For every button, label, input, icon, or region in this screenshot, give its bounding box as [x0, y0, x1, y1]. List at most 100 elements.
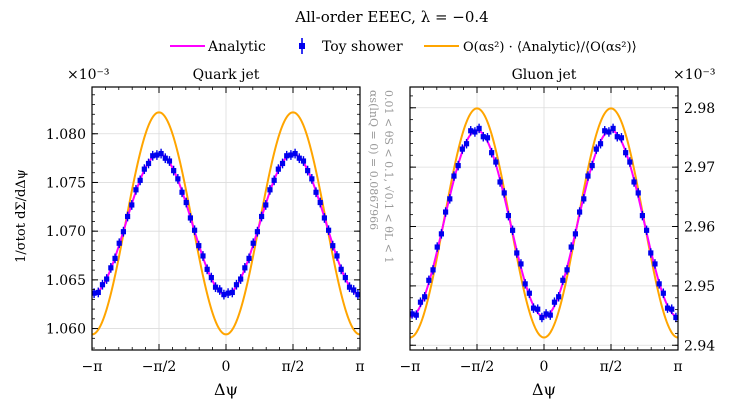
x-tick-label: −π: [400, 359, 421, 375]
quark-jet-panel: Quark jet ×10⁻³ −π −π/2 0 π/2 π Δψ 1.060 1.065 1.0…: [46, 67, 365, 399]
x-tick-label: π: [673, 359, 682, 375]
shower-point: [539, 314, 545, 321]
shower-point: [300, 158, 307, 164]
y-tick-label: 1.060: [46, 322, 86, 338]
plot-area: [92, 111, 360, 336]
shower-point: [489, 150, 495, 156]
shower-point: [451, 173, 457, 179]
shower-point: [476, 125, 482, 132]
shower-point: [229, 289, 235, 296]
y-tick-label: 1.070: [46, 224, 86, 240]
shower-point: [484, 135, 491, 141]
shower-point: [116, 240, 122, 246]
shower-point: [564, 267, 570, 273]
shower-point: [652, 261, 658, 267]
shower-point: [242, 265, 248, 271]
y-tick-label: 2.98: [684, 101, 715, 117]
shower-point: [342, 274, 348, 281]
shower-point: [187, 215, 194, 221]
legend-analytic-label: Analytic: [207, 39, 266, 55]
side-note-angles: 0.01 < θS < 0.1, √0.1 < θL < 1: [382, 90, 395, 263]
shower-point: [129, 202, 135, 208]
shower-point: [535, 306, 541, 312]
shower-point: [325, 227, 332, 233]
shower-point: [509, 227, 516, 233]
shower-point: [438, 231, 445, 237]
shower-point: [296, 155, 302, 161]
shower-point: [258, 213, 265, 220]
shower-point: [459, 146, 465, 152]
shower-point: [271, 177, 277, 183]
shower-point: [643, 227, 650, 233]
shower-point: [664, 305, 671, 311]
shower-point: [108, 265, 114, 271]
shower-point: [581, 196, 587, 202]
shower-point: [196, 243, 202, 249]
shower-point: [217, 287, 223, 293]
fixed-order-curve: [92, 111, 360, 336]
shower-point: [284, 153, 290, 159]
shower-point: [267, 187, 273, 193]
shower-point: [472, 129, 478, 135]
shower-point: [463, 141, 470, 147]
shower-point: [254, 229, 261, 235]
shower-point: [179, 189, 185, 195]
shower-point: [417, 299, 424, 305]
shower-point: [99, 282, 106, 288]
y-scale-label: ×10⁻³: [673, 67, 716, 83]
shower-point: [480, 134, 486, 140]
shower-point: [133, 187, 139, 193]
shower-point: [551, 299, 558, 305]
shower-point: [597, 141, 604, 147]
x-tick-label: 0: [222, 359, 231, 375]
shower-point: [522, 281, 528, 287]
shower-point: [162, 155, 168, 161]
shower-point: [95, 289, 101, 296]
y-scale-label: ×10⁻³: [67, 67, 110, 83]
shower-point: [171, 168, 177, 174]
shower-point: [434, 244, 440, 250]
shower-point: [305, 168, 311, 174]
x-tick-label: π/2: [600, 359, 623, 375]
x-tick-label: π: [355, 359, 364, 375]
shower-point: [656, 281, 662, 287]
shower-point: [430, 267, 436, 273]
y-tick-label: 2.95: [684, 279, 715, 295]
shower-point: [334, 253, 340, 259]
shower-point: [585, 173, 591, 179]
shower-point: [166, 158, 173, 164]
shower-point: [660, 290, 666, 296]
y-tick-label: 1.080: [46, 127, 86, 143]
shower-point: [606, 129, 612, 135]
shower-point: [410, 311, 415, 317]
shower-point: [556, 294, 562, 300]
shower-point: [543, 311, 549, 317]
grid-lines: [409, 87, 679, 350]
shower-point: [426, 277, 432, 283]
shower-point: [455, 163, 461, 169]
grid-lines: [91, 87, 361, 350]
shower-point: [635, 190, 641, 196]
gluon-jet-panel: Gluon jet ×10⁻³ −π −π/2 0 π/2 π Δψ 2.94 2.95 2.96 2…: [400, 67, 716, 399]
shower-point: [355, 292, 360, 298]
shower-point: [137, 177, 143, 183]
shower-point: [610, 125, 616, 132]
fixed-order-curve: [410, 107, 678, 339]
shower-point: [447, 196, 453, 202]
plot-area: [410, 107, 678, 339]
shower-point: [292, 150, 298, 157]
shower-point: [150, 153, 156, 159]
panel-title: Gluon jet: [512, 67, 577, 83]
shower-point: [614, 134, 620, 140]
y-tick-label: 2.97: [684, 160, 715, 176]
shower-point: [493, 159, 499, 165]
shower-point: [576, 209, 583, 215]
side-note-alpha: αs(lnQ = 0) = 0.0867966: [367, 90, 380, 230]
shower-point: [497, 179, 503, 185]
shower-point: [246, 255, 252, 261]
shower-point: [442, 209, 449, 215]
shower-point: [602, 128, 608, 134]
shower-point: [141, 166, 147, 172]
shower-point: [618, 135, 625, 141]
